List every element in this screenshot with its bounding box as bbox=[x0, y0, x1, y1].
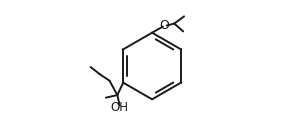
Text: OH: OH bbox=[111, 101, 129, 114]
Text: O: O bbox=[160, 19, 169, 32]
